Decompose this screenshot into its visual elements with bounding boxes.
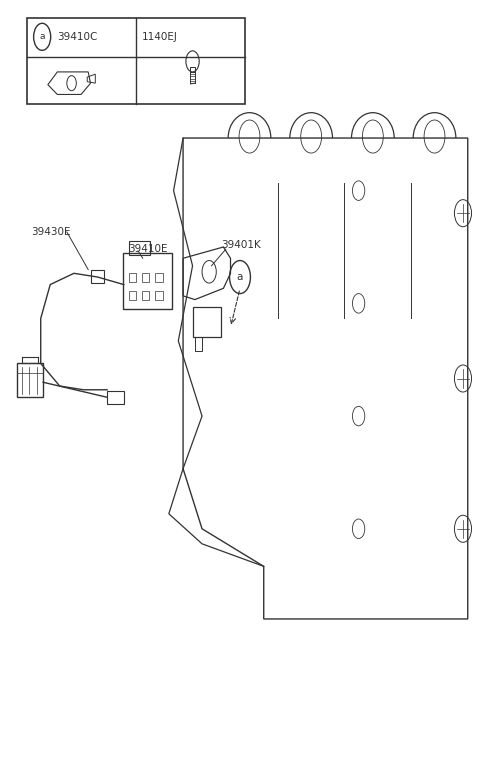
Bar xyxy=(142,273,149,282)
Text: 39401K: 39401K xyxy=(221,240,261,250)
Text: 39410E: 39410E xyxy=(129,245,168,254)
Text: a: a xyxy=(39,33,45,42)
Bar xyxy=(142,291,149,301)
Text: 1140EJ: 1140EJ xyxy=(142,32,177,42)
Bar xyxy=(190,67,195,72)
Bar xyxy=(129,291,136,301)
Bar xyxy=(192,307,221,337)
Bar xyxy=(107,391,124,404)
Bar xyxy=(17,363,43,397)
Bar xyxy=(26,18,245,104)
Text: 39430E: 39430E xyxy=(31,227,71,237)
Bar xyxy=(155,273,163,282)
Text: 39410C: 39410C xyxy=(57,32,98,42)
Text: a: a xyxy=(237,272,243,282)
Bar xyxy=(91,269,104,283)
Bar xyxy=(129,273,136,282)
Bar xyxy=(195,337,202,350)
Bar xyxy=(155,291,163,301)
Bar xyxy=(129,241,150,254)
